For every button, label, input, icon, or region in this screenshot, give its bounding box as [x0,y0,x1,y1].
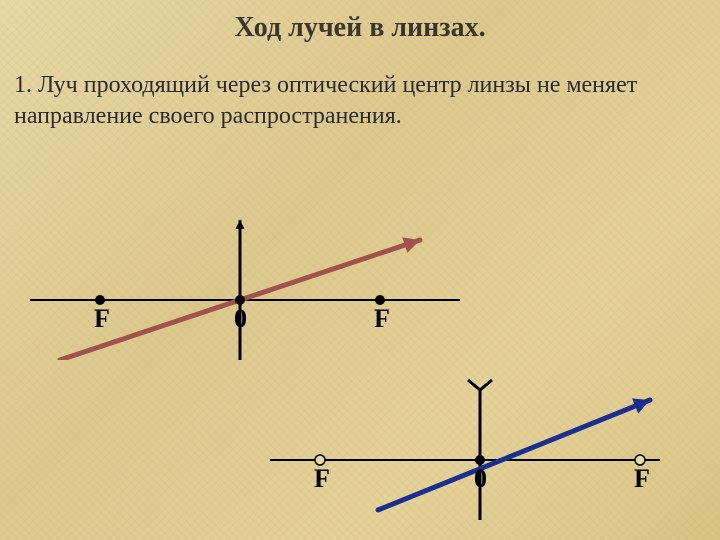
diagram-converging-lens [20,180,500,360]
diagram-diverging-lens [260,360,700,520]
diagram-point-label: 0 [234,304,247,334]
diagram-point-label: F [314,464,330,494]
diagram-point-label: F [94,304,110,334]
page-title: Ход лучей в линзах. [0,12,720,44]
diagram-point-label: F [374,304,390,334]
diagram-point-label: F [634,464,650,494]
rule-text: 1. Луч проходящий через оптический центр… [14,70,714,132]
diagram-point-label: 0 [474,464,487,494]
